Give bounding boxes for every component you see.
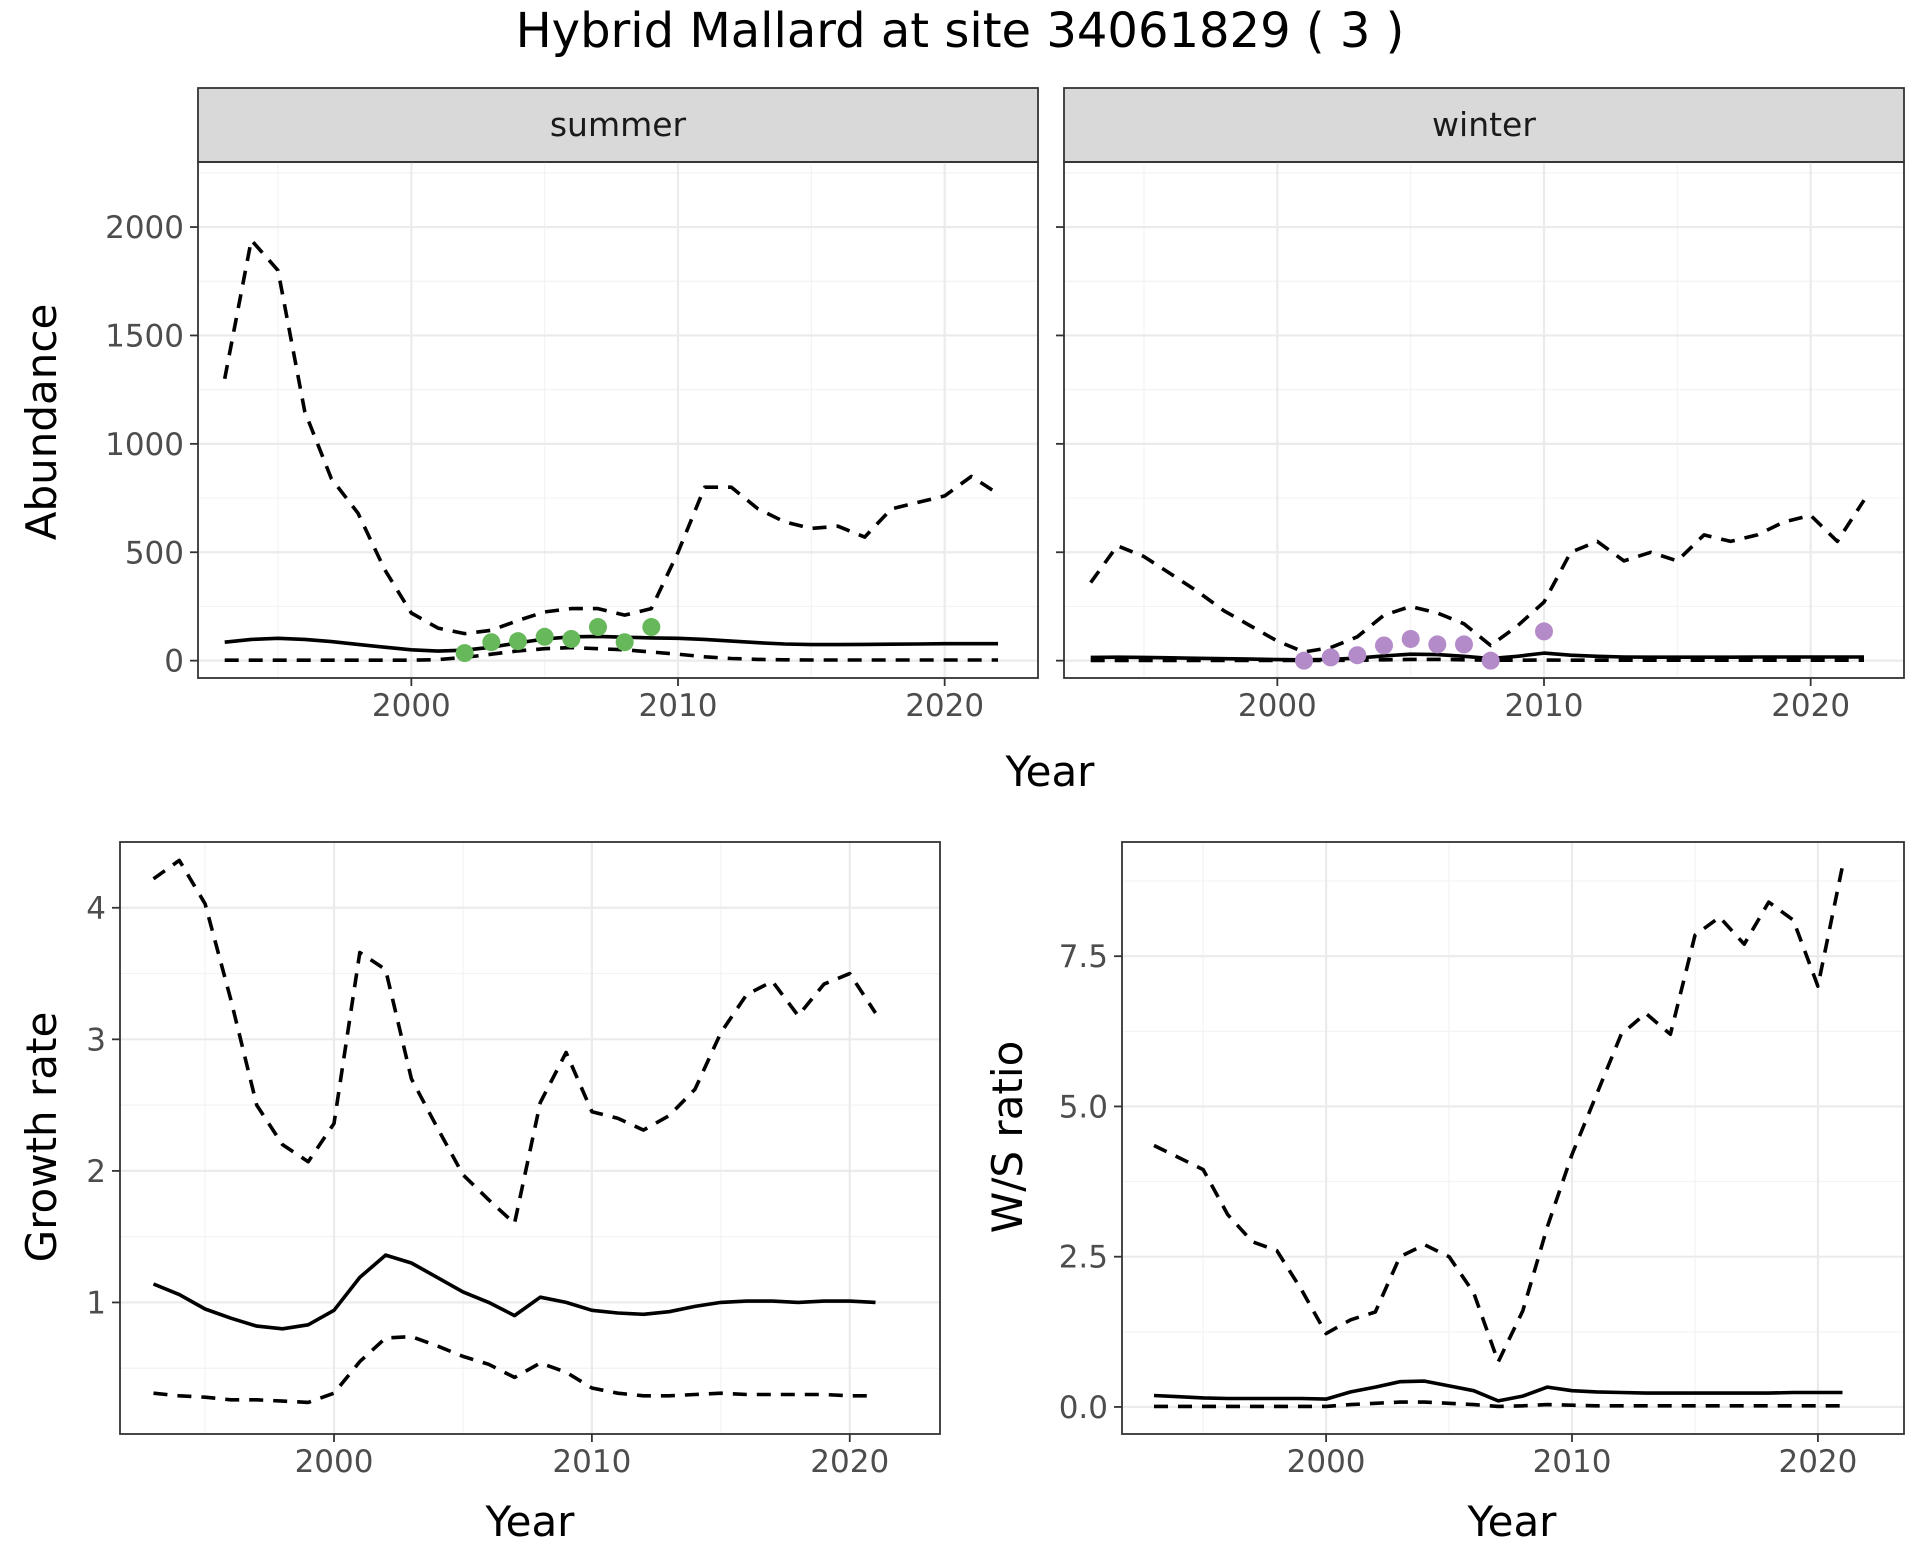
- series-line-lower: [1090, 657, 1864, 663]
- abundance-y-axis-title: Abundance: [17, 304, 66, 541]
- growth-rate-panel: 2000 2010 2020 1 2 3 4: [86, 841, 941, 1480]
- observed-point: [1348, 646, 1367, 665]
- y-tick-label: 500: [125, 535, 184, 571]
- series-line-estimate: [1153, 1379, 1843, 1403]
- y-tick-label: 3: [86, 1022, 106, 1058]
- series-line-lower: [153, 1334, 876, 1405]
- observed-point: [1455, 635, 1473, 654]
- x-tick-label: 2000: [372, 688, 451, 724]
- growth-y-axis-title: Growth rate: [17, 1012, 66, 1263]
- facet-strip-summer-box: [197, 87, 1039, 163]
- y-tick-label: 5.0: [1059, 1089, 1108, 1125]
- facet-strip-summer: summer: [197, 87, 1039, 163]
- x-tick-label: 2020: [1778, 1444, 1857, 1480]
- observed-point: [562, 629, 581, 648]
- ratio-x-axis-title: Year: [1467, 1497, 1558, 1546]
- y-tick-label: 2000: [105, 210, 184, 246]
- x-tick-label: 2020: [905, 688, 984, 724]
- top-x-axis-title: Year: [1005, 747, 1096, 796]
- y-tick-label: 7.5: [1059, 939, 1108, 975]
- panel-border: [197, 161, 1039, 679]
- y-tick-label: 1500: [105, 318, 184, 354]
- facet-strip-winter-label: winter: [1432, 105, 1536, 144]
- observed-point: [1535, 622, 1553, 641]
- observed-point: [1401, 629, 1420, 648]
- y-tick-label: 0: [164, 644, 184, 680]
- panel-border: [119, 841, 941, 1435]
- y-tick-label: 2: [86, 1154, 106, 1190]
- figure-title: Hybrid Mallard at site 34061829 ( 3 ): [516, 3, 1405, 59]
- observed-point: [509, 632, 527, 651]
- ws-ratio-panel: 2000 2010 2020 0.0 2.5 5.0 7.5: [1059, 841, 1905, 1480]
- facet-strip-summer-label: summer: [550, 105, 687, 144]
- series-line-lower: [224, 645, 998, 663]
- observed-point: [642, 618, 661, 637]
- observed-point: [1375, 636, 1393, 655]
- series-line-upper: [152, 858, 878, 1226]
- x-tick-label: 2010: [1533, 1444, 1612, 1480]
- observed-point: [1321, 648, 1340, 667]
- x-tick-label: 2010: [552, 1444, 631, 1480]
- x-tick-label: 2010: [1505, 688, 1584, 724]
- x-tick-label: 2000: [295, 1444, 374, 1480]
- observed-point: [1295, 651, 1313, 670]
- y-tick-label: 0.0: [1059, 1390, 1108, 1426]
- observed-point: [589, 618, 607, 637]
- x-tick-label: 2000: [1238, 688, 1317, 724]
- x-tick-label: 2020: [1771, 688, 1850, 724]
- y-tick-label: 1000: [105, 427, 184, 463]
- x-tick-label: 2010: [639, 688, 718, 724]
- observed-point: [482, 633, 501, 652]
- ratio-y-axis-title: W/S ratio: [983, 1041, 1032, 1234]
- panel-border: [1063, 161, 1905, 679]
- series-line-estimate: [224, 634, 998, 653]
- y-tick-label: 4: [86, 891, 106, 927]
- series-line-upper: [222, 238, 999, 636]
- x-tick-label: 2000: [1287, 1444, 1366, 1480]
- observed-point: [615, 633, 634, 652]
- y-tick-label: 2.5: [1059, 1240, 1108, 1276]
- growth-x-axis-title: Year: [485, 1497, 576, 1546]
- x-tick-label: 2020: [810, 1444, 889, 1480]
- y-tick-label: 1: [86, 1285, 106, 1321]
- observed-point: [1428, 635, 1447, 654]
- observed-point: [535, 627, 554, 646]
- observed-point: [1481, 651, 1500, 670]
- observed-point: [455, 644, 474, 663]
- abundance-summer-panel: 2000 2010 2020 0 500 1000 1500 2000: [105, 161, 1039, 724]
- abundance-winter-panel: 2000 2010 2020: [1056, 161, 1905, 724]
- series-line-estimate: [152, 1253, 876, 1331]
- series-line-upper: [1153, 865, 1845, 1364]
- facet-strip-winter: winter: [1063, 87, 1905, 163]
- series-line-lower: [1154, 1400, 1843, 1409]
- facet-strip-winter-box: [1063, 87, 1905, 163]
- panel-border: [1121, 841, 1905, 1435]
